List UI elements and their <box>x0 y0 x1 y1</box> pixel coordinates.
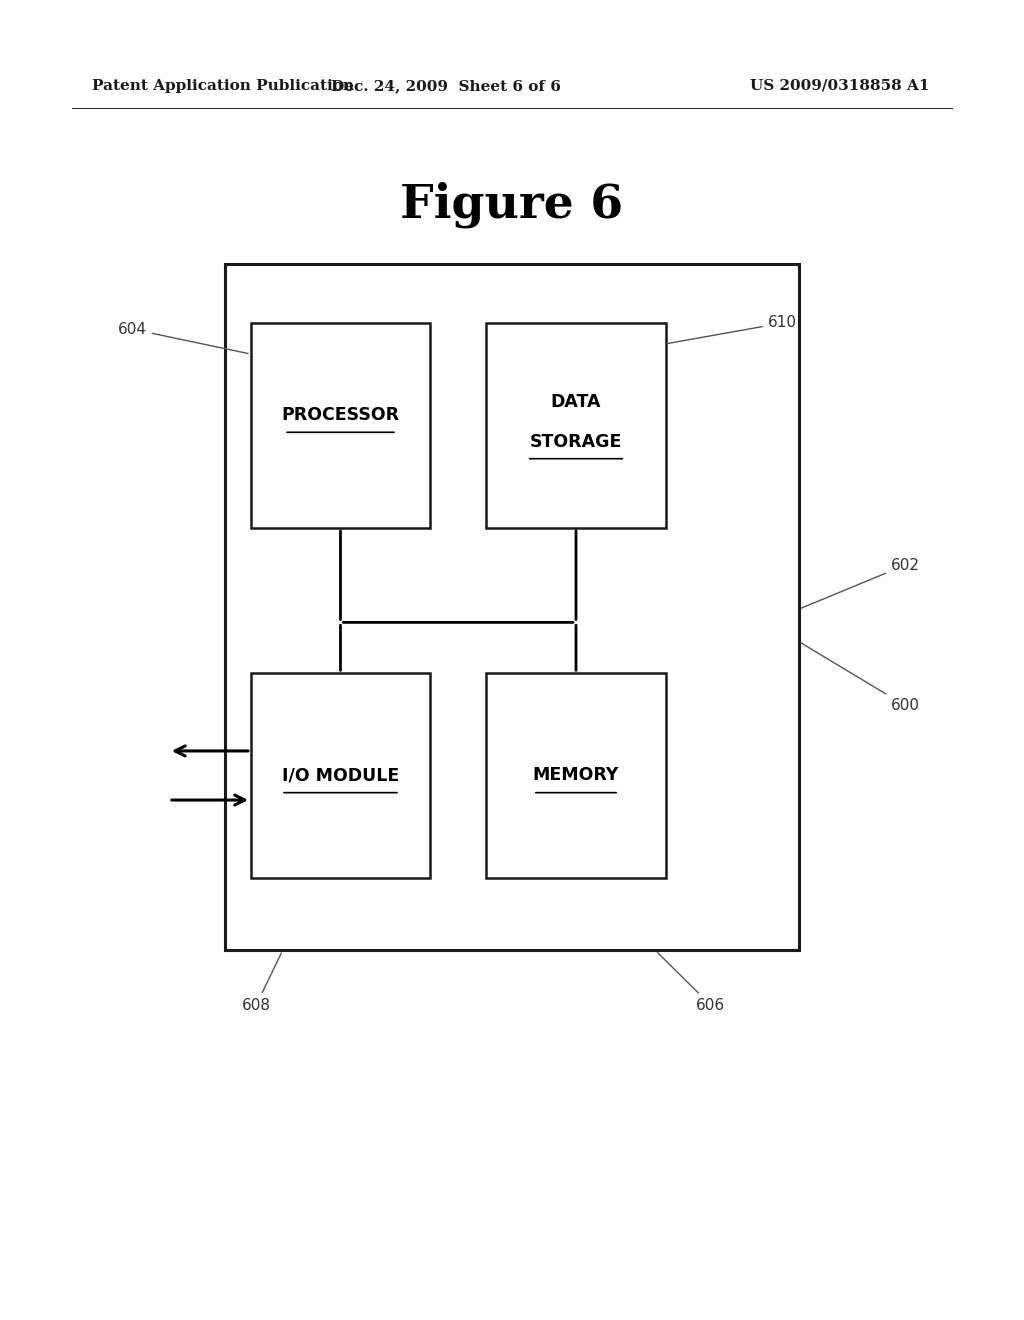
Text: 604: 604 <box>118 322 248 354</box>
FancyBboxPatch shape <box>251 323 430 528</box>
Text: 606: 606 <box>657 952 725 1012</box>
Text: DATA: DATA <box>551 393 601 411</box>
FancyBboxPatch shape <box>225 264 799 950</box>
Text: 600: 600 <box>801 643 920 713</box>
Text: Figure 6: Figure 6 <box>400 181 624 228</box>
Text: Dec. 24, 2009  Sheet 6 of 6: Dec. 24, 2009 Sheet 6 of 6 <box>331 79 560 92</box>
Text: US 2009/0318858 A1: US 2009/0318858 A1 <box>750 79 930 92</box>
Text: 608: 608 <box>242 953 282 1012</box>
FancyBboxPatch shape <box>486 673 666 878</box>
Text: Patent Application Publication: Patent Application Publication <box>92 79 354 92</box>
Text: MEMORY: MEMORY <box>532 767 620 784</box>
Text: 602: 602 <box>802 557 920 609</box>
Text: PROCESSOR: PROCESSOR <box>282 407 399 424</box>
Text: I/O MODULE: I/O MODULE <box>282 767 399 784</box>
FancyBboxPatch shape <box>486 323 666 528</box>
Text: 610: 610 <box>669 315 797 343</box>
FancyBboxPatch shape <box>251 673 430 878</box>
Text: STORAGE: STORAGE <box>529 433 623 450</box>
